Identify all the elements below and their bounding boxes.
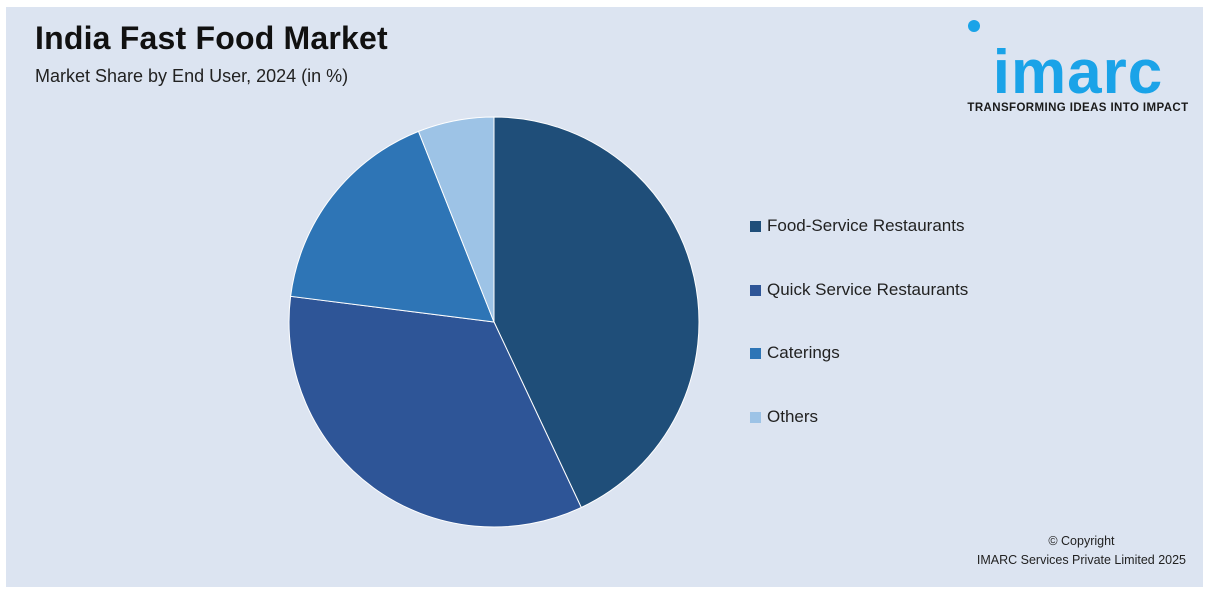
legend-swatch (750, 348, 761, 359)
logo-tagline: TRANSFORMING IDEAS INTO IMPACT (967, 102, 1189, 114)
copyright-line: © Copyright (1048, 534, 1115, 548)
copyright-company: IMARC Services Private Limited 2025 (976, 553, 1186, 567)
legend-swatch (750, 412, 761, 423)
legend-label: Quick Service Restaurants (767, 280, 969, 299)
chart-subtitle: Market Share by End User, 2024 (in %) (35, 66, 349, 86)
legend-swatch (750, 285, 761, 296)
pie-slice-caterings (290, 130, 495, 323)
legend-swatch (750, 221, 761, 232)
pie-slice-food-service-restaurants (493, 116, 700, 509)
imarc-logo: imarc TRANSFORMING IDEAS INTO IMPACT (960, 18, 1196, 118)
legend-label: Others (767, 407, 819, 426)
logo-wordmark: imarc (992, 38, 1164, 107)
legend-label: Caterings (767, 343, 840, 362)
pie-slice-quick-service-restaurants (288, 295, 582, 528)
copyright-notice: © Copyright IMARC Services Private Limit… (977, 532, 1186, 570)
legend-label: Food-Service Restaurants (767, 216, 965, 235)
chart-title: India Fast Food Market (35, 20, 388, 56)
logo-dot (968, 20, 980, 32)
pie-slice-others (417, 116, 495, 323)
